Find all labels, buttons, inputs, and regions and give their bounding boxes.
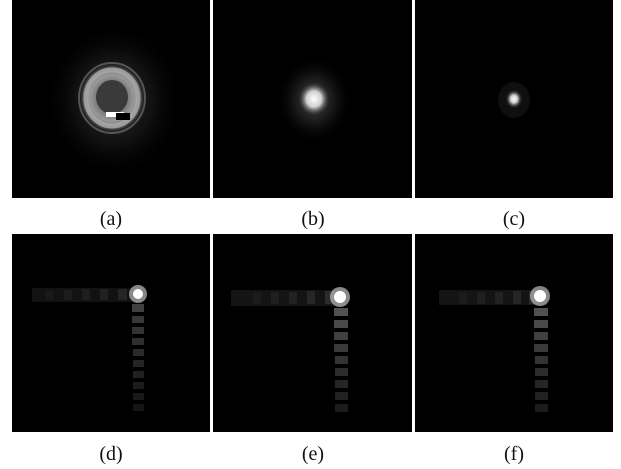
small-spot-image	[415, 0, 613, 198]
caption-b: (b)	[301, 208, 325, 230]
sidelobe-spot-image-e	[213, 234, 412, 432]
focused-spot-halo-image	[213, 0, 412, 198]
image-panel-a	[12, 0, 210, 198]
caption-e: (e)	[301, 443, 325, 465]
image-panel-e	[213, 234, 412, 432]
ring-speckle-image	[12, 0, 210, 198]
caption-a: (a)	[99, 208, 123, 230]
sidelobe-spot-image-f	[415, 234, 613, 432]
image-panel-c	[415, 0, 613, 198]
caption-f: (f)	[504, 443, 524, 465]
caption-c: (c)	[502, 208, 526, 230]
image-panel-b	[213, 0, 412, 198]
image-panel-f	[415, 234, 613, 432]
caption-d: (d)	[99, 443, 123, 465]
image-panel-d	[12, 234, 210, 432]
sidelobe-spot-image-d	[12, 234, 210, 432]
